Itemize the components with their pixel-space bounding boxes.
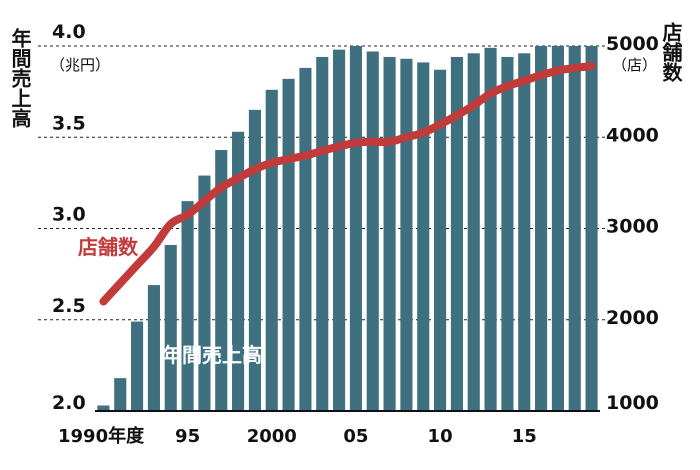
bar (215, 150, 228, 411)
bar (467, 53, 480, 412)
x-tick-label: 15 (512, 426, 537, 447)
bar (383, 56, 396, 411)
right-axis-unit: （店） (612, 56, 657, 74)
bar (181, 201, 194, 411)
bar (164, 244, 177, 411)
line-series-label: 店舗数 (78, 235, 139, 259)
bar (248, 109, 261, 411)
bar (366, 51, 379, 411)
left-axis-title: 年間売上高 (8, 27, 32, 128)
left-tick-label: 4.0 (52, 21, 86, 43)
bar (265, 89, 278, 412)
line-series-store-count (99, 62, 596, 306)
right-tick-label: 3000 (606, 216, 659, 238)
bar (417, 62, 430, 412)
bar (501, 56, 514, 411)
bar (349, 46, 362, 411)
bar (434, 69, 447, 411)
bar (400, 58, 413, 412)
bar (131, 321, 144, 411)
bar (518, 53, 531, 412)
right-tick-label: 5000 (606, 33, 659, 55)
bar (333, 49, 346, 412)
x-tick-label: 2000 (247, 426, 297, 447)
right-tick-label: 2000 (606, 307, 659, 329)
x-tick-label: 1990年度 (58, 425, 145, 447)
x-tick-label: 95 (175, 426, 200, 447)
left-tick-label: 3.5 (52, 112, 86, 134)
left-tick-label: 2.0 (52, 392, 86, 414)
x-tick-label: 10 (428, 426, 453, 447)
bar (316, 56, 329, 411)
bar-series-label: 年間売上高 (162, 343, 262, 367)
bar (484, 47, 497, 411)
bar (568, 46, 581, 411)
bar (198, 175, 211, 411)
bar (147, 285, 160, 411)
left-tick-label: 2.5 (52, 295, 86, 317)
left-tick-label: 3.0 (52, 204, 86, 226)
right-tick-label: 4000 (606, 124, 659, 146)
ticks-layer: 2.0 2.5 3.0 3.5 4.0 1000 2000 3000 4000 5000 1990年… (52, 21, 659, 447)
bar (535, 46, 548, 411)
right-tick-label: 1000 (606, 392, 659, 414)
bar (114, 378, 127, 411)
bar (232, 131, 245, 411)
bar (551, 46, 564, 411)
bar (299, 67, 312, 412)
left-axis-unit: （兆円） (50, 56, 110, 74)
bar (585, 46, 598, 411)
bar (450, 56, 463, 411)
right-axis-title: 店舗数 (659, 22, 683, 83)
bars-layer (97, 46, 598, 412)
x-tick-label: 05 (343, 426, 368, 447)
bar (97, 405, 110, 411)
bar (282, 78, 295, 411)
